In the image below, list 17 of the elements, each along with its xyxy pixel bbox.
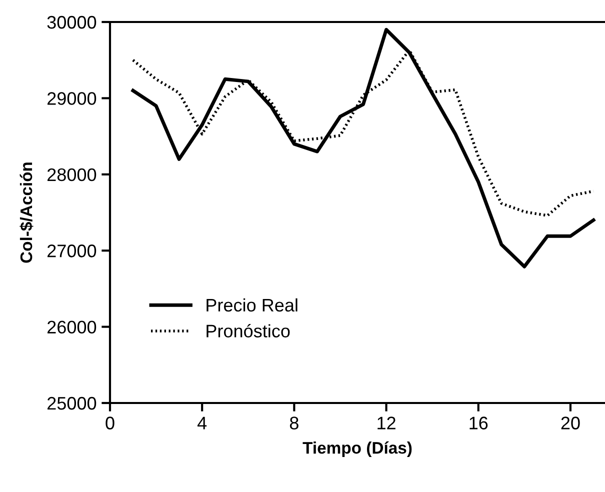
y-axis-title: Col-$/Acción — [20, 162, 34, 263]
x-tick-label: 20 — [561, 416, 580, 430]
legend-label: Precio Real — [206, 298, 298, 312]
y-tick-label: 28000 — [48, 168, 96, 182]
x-tick-label: 16 — [470, 416, 488, 430]
y-tick-label: 26000 — [48, 320, 96, 334]
y-tick-label: 27000 — [48, 244, 96, 258]
x-tick-label: 0 — [106, 416, 114, 430]
x-axis-title: Tiempo (Días) — [302, 441, 412, 458]
line-series — [131, 28, 596, 268]
y-tick-label: 25000 — [48, 396, 96, 410]
y-tick-label: 29000 — [48, 92, 96, 105]
x-tick-label: 4 — [197, 416, 207, 430]
legend-label: Pronóstico — [206, 324, 290, 338]
x-tick-label: 12 — [378, 416, 396, 430]
x-tick-label: 8 — [290, 416, 298, 430]
y-tick-label: 30000 — [47, 16, 96, 29]
